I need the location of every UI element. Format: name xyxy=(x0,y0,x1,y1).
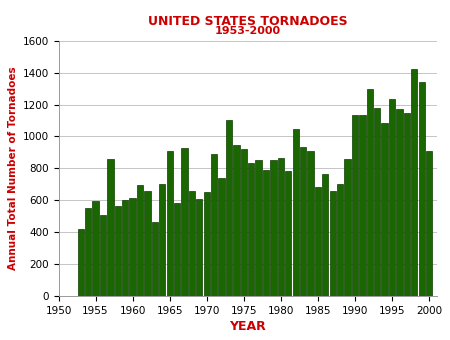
Bar xyxy=(174,203,180,296)
Bar xyxy=(248,163,254,296)
Bar xyxy=(344,159,351,296)
Bar xyxy=(337,184,343,296)
Bar xyxy=(270,160,277,296)
Bar xyxy=(396,109,403,296)
Bar xyxy=(418,82,425,296)
Bar xyxy=(115,206,121,296)
Bar xyxy=(292,129,299,296)
Bar xyxy=(322,174,328,296)
Bar xyxy=(352,115,358,296)
Bar xyxy=(382,123,388,296)
Bar xyxy=(181,148,188,296)
Text: 1953-2000: 1953-2000 xyxy=(215,26,280,35)
Bar xyxy=(233,145,239,296)
Bar xyxy=(404,113,410,296)
Bar xyxy=(122,200,128,296)
Bar xyxy=(329,191,336,296)
Bar xyxy=(367,89,373,296)
Bar xyxy=(144,191,151,296)
Bar xyxy=(107,159,113,296)
Bar xyxy=(203,192,210,296)
Bar xyxy=(300,148,306,296)
Bar xyxy=(100,216,106,296)
Bar xyxy=(359,115,365,296)
Bar xyxy=(159,184,166,296)
Bar xyxy=(137,185,143,296)
Bar xyxy=(285,171,292,296)
Bar xyxy=(278,158,284,296)
Bar xyxy=(92,201,99,296)
Bar xyxy=(374,108,380,296)
Bar xyxy=(263,170,269,296)
Bar xyxy=(315,187,321,296)
Bar xyxy=(307,151,314,296)
Bar xyxy=(152,222,158,296)
Y-axis label: Annual Total Number of Tornadoes: Annual Total Number of Tornadoes xyxy=(9,67,18,270)
X-axis label: YEAR: YEAR xyxy=(229,320,266,333)
Bar xyxy=(411,69,418,296)
Bar xyxy=(389,99,395,296)
Text: UNITED STATES TORNADOES: UNITED STATES TORNADOES xyxy=(148,15,347,28)
Bar xyxy=(77,229,84,296)
Bar xyxy=(256,160,262,296)
Bar xyxy=(196,199,202,296)
Bar xyxy=(166,151,173,296)
Bar xyxy=(226,120,232,296)
Bar xyxy=(241,149,247,296)
Bar xyxy=(426,151,432,296)
Bar xyxy=(189,191,195,296)
Bar xyxy=(211,154,217,296)
Bar xyxy=(85,208,91,296)
Bar xyxy=(130,198,136,296)
Bar xyxy=(218,178,225,296)
